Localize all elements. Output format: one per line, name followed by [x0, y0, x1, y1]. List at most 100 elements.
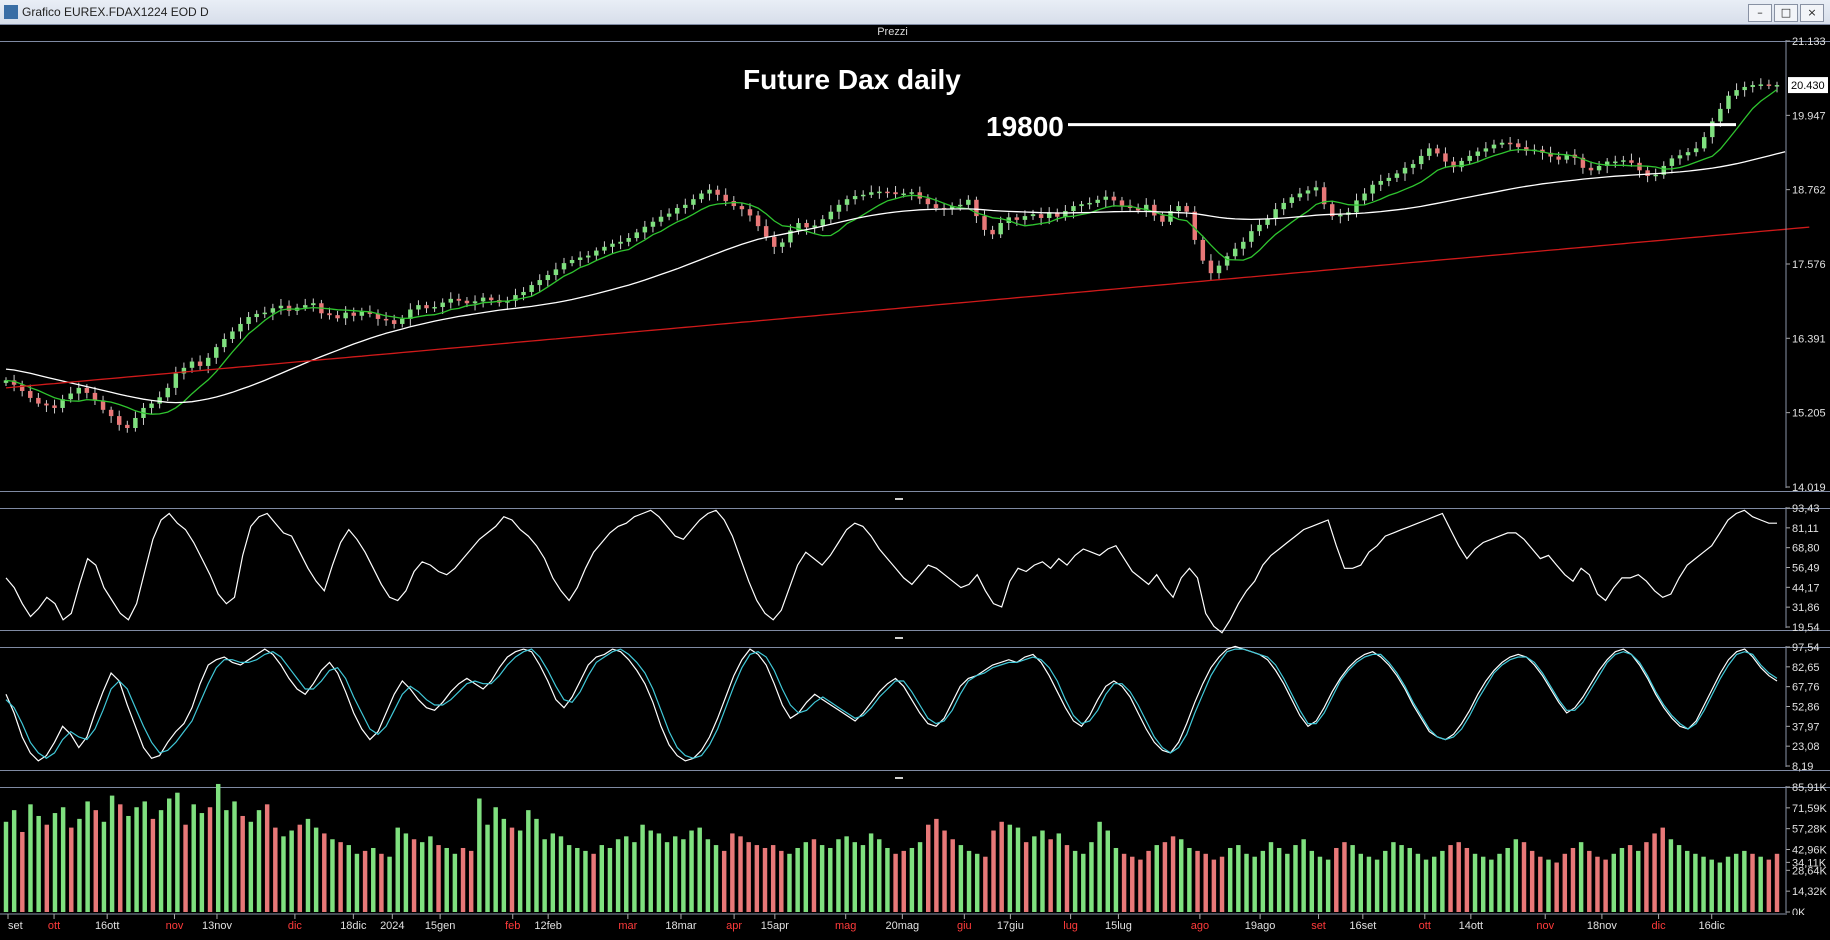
volume-bar	[1432, 856, 1437, 912]
candle-body	[1645, 170, 1650, 176]
volume-bar	[591, 853, 596, 912]
price-panel-label: Prezzi	[877, 26, 908, 38]
candle	[408, 303, 413, 326]
volume-bar	[36, 815, 41, 912]
maximize-button[interactable]: □	[1774, 4, 1798, 22]
volume-bar	[199, 813, 205, 912]
candle-body	[108, 409, 114, 417]
candle-body	[1071, 206, 1076, 212]
candle	[1265, 214, 1270, 229]
price-panel-header[interactable]: Prezzi	[0, 24, 1830, 42]
sma-mid-line	[5, 151, 1786, 404]
panel-resize-handle[interactable]	[895, 498, 903, 500]
volume-bar	[1334, 847, 1339, 912]
volume-bar	[901, 850, 906, 912]
candle	[1532, 144, 1537, 155]
volume-bar	[460, 847, 466, 912]
volume-bar	[85, 801, 90, 912]
candle	[1402, 162, 1408, 181]
candle	[925, 194, 931, 209]
volume-bar	[1538, 856, 1543, 912]
volume-bar	[1366, 856, 1372, 912]
candle	[1718, 103, 1723, 127]
volume-bar	[762, 847, 768, 912]
candle-body	[1774, 85, 1780, 87]
x-axis-label: 16dic	[1699, 920, 1726, 932]
candle	[1475, 147, 1481, 163]
volume-bar	[648, 830, 653, 912]
volume-bar	[607, 847, 613, 912]
candle-body	[666, 213, 672, 217]
candle	[375, 309, 381, 326]
candle	[11, 374, 17, 392]
candle-body	[634, 232, 639, 239]
volume-bar	[999, 821, 1004, 912]
volume-bar	[974, 853, 980, 912]
last-price-marker	[1788, 77, 1828, 94]
volume-bar	[1497, 853, 1502, 912]
candle	[1079, 200, 1084, 213]
volume-axis-label: 14,32K	[1792, 886, 1828, 898]
candle-body	[165, 387, 170, 398]
volume-bar	[754, 845, 760, 912]
indicator-axis-label: 52,86	[1792, 702, 1820, 714]
candle-body	[674, 207, 680, 214]
panel-resize-handle[interactable]	[895, 777, 903, 779]
candle-body	[1710, 121, 1715, 138]
candle	[812, 219, 817, 234]
rsi-panel-header[interactable]	[0, 491, 1830, 509]
candle-body	[683, 204, 688, 208]
volume-panel-header[interactable]	[0, 770, 1830, 788]
candle-body	[529, 285, 534, 292]
candle-body	[1386, 177, 1392, 181]
volume-bar	[917, 842, 923, 912]
volume-bar	[534, 818, 539, 912]
volume-bar	[1203, 853, 1208, 912]
candle	[1224, 252, 1230, 271]
candle	[844, 195, 850, 212]
candle	[108, 406, 114, 423]
candle	[1661, 161, 1667, 179]
candle-body	[723, 194, 728, 202]
candle-body	[1475, 151, 1481, 156]
x-axis-label: mag	[835, 920, 856, 932]
candle	[335, 310, 340, 322]
volume-bar	[787, 853, 792, 912]
volume-bar	[1570, 847, 1576, 912]
candle	[1232, 242, 1238, 260]
stoch-panel-header[interactable]	[0, 630, 1830, 648]
panel-resize-handle[interactable]	[895, 637, 903, 639]
candle-body	[949, 206, 955, 210]
candle	[1685, 148, 1691, 161]
volume-panel	[3, 783, 1780, 912]
volume-bar	[1244, 853, 1249, 912]
candle-body	[1022, 216, 1028, 220]
candle	[577, 251, 583, 267]
candle-body	[537, 280, 542, 286]
level-label: 19800	[986, 111, 1064, 142]
candle	[472, 295, 478, 311]
candle-body	[1330, 204, 1335, 217]
candle-body	[1257, 224, 1262, 232]
x-axis-label: 18mar	[665, 920, 697, 932]
candle	[440, 298, 445, 315]
candle	[1289, 193, 1295, 208]
x-axis-label: set	[1311, 920, 1326, 932]
volume-bar	[1611, 853, 1616, 912]
candle	[529, 281, 534, 297]
candle-body	[52, 405, 57, 408]
candle-body	[84, 387, 90, 393]
candle	[214, 343, 219, 364]
volume-bar	[501, 818, 507, 912]
indicator-axis-label: 97,54	[1792, 642, 1820, 654]
volume-bar	[77, 818, 82, 912]
candle	[222, 333, 227, 353]
candle-body	[11, 380, 17, 385]
close-button[interactable]: ×	[1800, 4, 1824, 22]
candle-body	[1192, 211, 1197, 240]
candle	[1257, 219, 1262, 236]
candle-body	[1427, 148, 1432, 156]
candle-body	[893, 192, 898, 195]
minimize-button[interactable]: –	[1748, 4, 1772, 22]
